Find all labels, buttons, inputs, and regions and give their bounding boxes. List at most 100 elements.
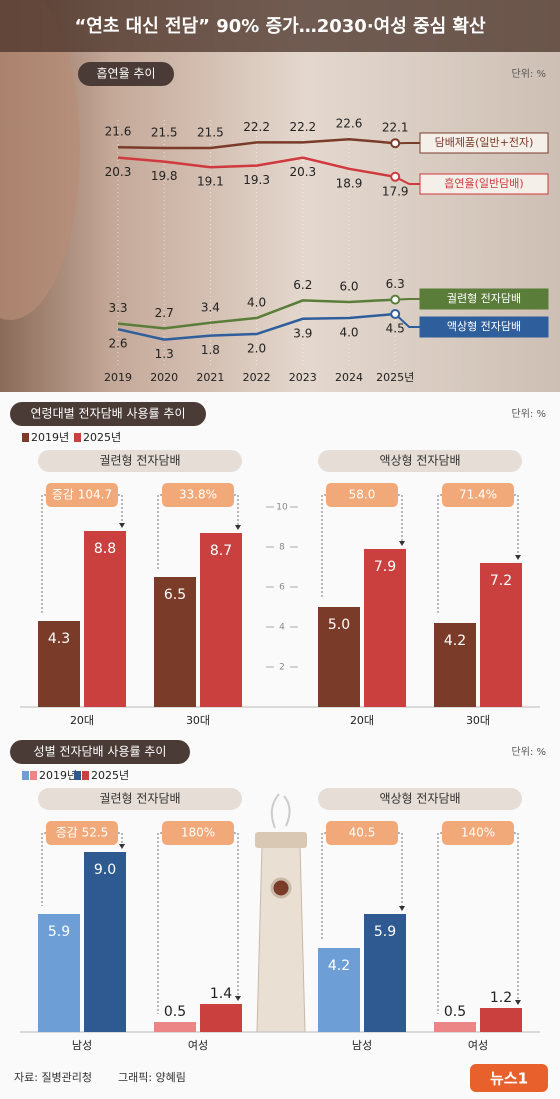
change-pill bbox=[162, 821, 234, 845]
change-pill bbox=[442, 821, 514, 845]
change-arrow bbox=[235, 996, 241, 1001]
change-guide bbox=[157, 494, 162, 569]
series-line bbox=[117, 156, 396, 179]
change-pill bbox=[326, 483, 398, 507]
x-tick-label: 여성 bbox=[188, 1039, 208, 1052]
panel-title: 궐련형 전자담배 bbox=[99, 454, 180, 468]
legend-swatch bbox=[22, 433, 29, 442]
x-tick-label: 20대 bbox=[350, 714, 374, 727]
change-arrow bbox=[399, 906, 405, 911]
logo-box bbox=[470, 1064, 548, 1092]
value-label: 21.6 bbox=[105, 125, 132, 139]
face-shape bbox=[0, 0, 80, 320]
panel-pill bbox=[318, 450, 522, 472]
bar bbox=[84, 852, 126, 1032]
value-label: 2.7 bbox=[155, 306, 174, 320]
change-guide bbox=[437, 832, 442, 1014]
value-label: 5.9 bbox=[374, 924, 396, 940]
vape-button bbox=[270, 877, 292, 899]
legend-swatch bbox=[74, 433, 81, 442]
y-tick-label: 6 bbox=[279, 583, 285, 593]
x-tick-label: 2024 bbox=[335, 371, 363, 384]
value-label: 3.3 bbox=[108, 301, 127, 315]
bar bbox=[154, 577, 196, 707]
value-label: 20.3 bbox=[289, 165, 316, 179]
x-tick-label: 30대 bbox=[186, 714, 210, 727]
change-arrow bbox=[399, 541, 405, 546]
source: 자료: 질병관리청 bbox=[14, 1071, 92, 1084]
value-label: 4.0 bbox=[339, 326, 358, 340]
value-label: 5.9 bbox=[48, 924, 70, 940]
value-label: 2.0 bbox=[247, 342, 266, 356]
logo: 뉴스1 bbox=[490, 1070, 528, 1088]
legend-box bbox=[419, 173, 549, 195]
panel-pill bbox=[318, 788, 522, 810]
bar bbox=[38, 914, 80, 1032]
legend-label: 2019년 bbox=[39, 769, 77, 782]
section-pill bbox=[78, 62, 174, 86]
bar bbox=[480, 563, 522, 707]
bar bbox=[434, 623, 476, 707]
value-label: 22.1 bbox=[382, 121, 409, 135]
bar bbox=[200, 1004, 242, 1032]
legend-box bbox=[419, 288, 549, 310]
legend-label: 궐련형 전자담배 bbox=[447, 291, 521, 305]
change-label: 71.4% bbox=[459, 488, 497, 502]
change-arrow bbox=[119, 523, 125, 528]
legend-label: 2025년 bbox=[91, 769, 129, 782]
y-tick-label: 4 bbox=[279, 623, 285, 633]
bar bbox=[38, 621, 80, 707]
x-tick-label: 여성 bbox=[468, 1039, 488, 1052]
x-tick-label: 20대 bbox=[70, 714, 94, 727]
title-band bbox=[0, 0, 560, 52]
value-label: 4.5 bbox=[386, 322, 405, 336]
section-pill bbox=[10, 402, 206, 426]
value-label: 1.3 bbox=[155, 347, 174, 361]
legend-swatch bbox=[22, 771, 29, 780]
value-label: 19.3 bbox=[243, 173, 270, 187]
value-label: 2.6 bbox=[108, 337, 127, 351]
value-label: 3.4 bbox=[201, 300, 220, 314]
x-tick-label: 30대 bbox=[466, 714, 490, 727]
change-guide bbox=[234, 832, 239, 998]
value-label: 4.2 bbox=[328, 958, 350, 974]
x-tick-label: 2023 bbox=[289, 371, 317, 384]
value-label: 8.8 bbox=[94, 541, 116, 557]
change-guide bbox=[398, 832, 403, 908]
change-label: 33.8% bbox=[179, 488, 217, 502]
value-label: 7.2 bbox=[490, 573, 512, 589]
bar bbox=[318, 948, 360, 1032]
change-label: 140% bbox=[461, 826, 495, 840]
x-tick-label: 2021 bbox=[196, 371, 224, 384]
connector bbox=[394, 313, 420, 328]
change-guide bbox=[514, 494, 519, 557]
bar bbox=[154, 1022, 196, 1032]
legend-label: 액상형 전자담배 bbox=[447, 320, 521, 333]
series-line bbox=[117, 137, 396, 150]
legend-label: 2025년 bbox=[83, 431, 121, 444]
value-label: 4.3 bbox=[48, 631, 70, 647]
change-guide bbox=[321, 494, 326, 599]
change-label: 40.5 bbox=[349, 826, 376, 840]
panel-pill bbox=[38, 788, 242, 810]
credit: 그래픽: 양혜림 bbox=[118, 1071, 186, 1084]
change-guide bbox=[41, 832, 46, 906]
panel-pill bbox=[38, 450, 242, 472]
value-label: 18.9 bbox=[336, 176, 363, 190]
value-label: 7.9 bbox=[374, 559, 396, 575]
change-arrow bbox=[119, 844, 125, 849]
end-marker bbox=[390, 309, 401, 319]
legend-swatch bbox=[74, 771, 81, 780]
value-label: 6.2 bbox=[293, 278, 312, 292]
legend-swatch bbox=[82, 771, 89, 780]
value-label: 21.5 bbox=[151, 126, 178, 140]
value-label: 4.0 bbox=[247, 296, 266, 310]
unit-label: 단위: % bbox=[512, 67, 546, 80]
section-pill bbox=[10, 740, 190, 764]
change-guide bbox=[118, 832, 123, 846]
value-label: 5.0 bbox=[328, 617, 350, 633]
bar bbox=[480, 1008, 522, 1032]
value-label: 4.2 bbox=[444, 633, 466, 649]
legend-box bbox=[419, 316, 549, 338]
